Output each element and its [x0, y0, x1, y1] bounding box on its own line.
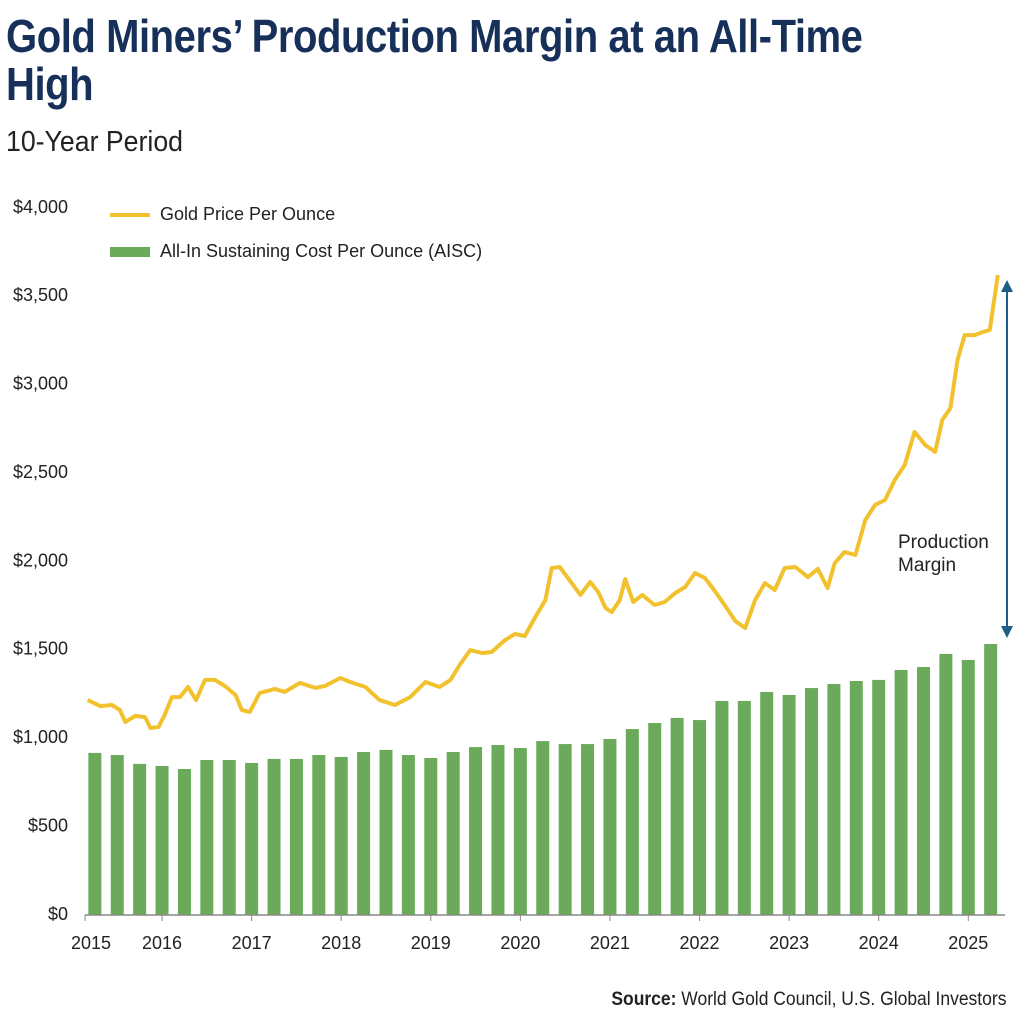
y-tick-label: $0 [48, 904, 68, 924]
x-tick-label: 2015 [71, 933, 111, 953]
bar [401, 755, 415, 915]
bar [312, 755, 326, 915]
y-tick-label: $2,000 [13, 550, 68, 570]
bar [670, 717, 684, 915]
bar [603, 738, 617, 915]
source-label: Source: [610, 989, 677, 1010]
bar [581, 744, 595, 915]
bar [648, 723, 662, 915]
source: Source: World Gold Council, U.S. Global … [611, 989, 1006, 1011]
x-tick-label: 2018 [321, 933, 361, 953]
bar [245, 762, 259, 915]
bar [222, 759, 236, 915]
x-tick-label: 2019 [411, 933, 451, 953]
x-tick-label: 2017 [232, 933, 272, 953]
bar [491, 744, 505, 915]
bar [715, 700, 729, 915]
bar [782, 694, 796, 915]
chart-title: Gold Miners’ Production Margin at an All… [6, 10, 863, 110]
source-text: World Gold Council, U.S. Global Investor… [680, 989, 1006, 1010]
legend-label: Gold Price Per Ounce [160, 204, 335, 224]
bar [625, 729, 639, 915]
bar [849, 680, 863, 915]
chart-subtitle: 10-Year Period [6, 126, 184, 158]
y-tick-label: $3,000 [13, 374, 68, 394]
x-tick-label: 2022 [680, 933, 720, 953]
bar [939, 653, 953, 915]
bar [760, 691, 774, 915]
x-tick-label: 2024 [859, 933, 899, 953]
bar [872, 679, 886, 915]
x-tick-label: 2021 [590, 933, 630, 953]
x-tick-label: 2025 [948, 933, 988, 953]
bar [357, 752, 371, 915]
y-tick-label: $3,500 [13, 285, 68, 305]
bar [200, 759, 214, 915]
bar [916, 667, 930, 915]
bar [693, 720, 707, 915]
bar [177, 769, 191, 915]
bar [334, 756, 348, 915]
bar [827, 683, 841, 915]
bar [894, 670, 908, 915]
legend-label: All-In Sustaining Cost Per Ounce (AISC) [160, 241, 482, 261]
bar [984, 644, 998, 915]
y-tick-label: $1,500 [13, 639, 68, 659]
line [86, 274, 1000, 730]
x-tick-label: 2020 [500, 933, 540, 953]
bar [558, 744, 572, 915]
bar [88, 752, 102, 915]
bar [379, 749, 393, 915]
bar [110, 755, 124, 915]
bar [155, 765, 169, 915]
bar [737, 700, 751, 915]
bar [805, 688, 819, 915]
x-tick-label: 2023 [769, 933, 809, 953]
bar [469, 747, 483, 915]
annotation: Production Margin [898, 532, 989, 576]
bar [446, 752, 460, 915]
bar [513, 747, 527, 915]
bar [961, 659, 975, 915]
y-tick-label: $1,000 [13, 727, 68, 747]
y-tick-label: $4,000 [13, 197, 68, 217]
bar [133, 763, 147, 915]
legend-swatch [110, 247, 150, 257]
bar [424, 758, 438, 915]
bar [267, 758, 281, 915]
y-tick-label: $2,500 [13, 462, 68, 482]
y-tick-label: $500 [28, 815, 68, 835]
bar [289, 758, 303, 915]
x-tick-label: 2016 [142, 933, 182, 953]
bar [536, 741, 550, 915]
